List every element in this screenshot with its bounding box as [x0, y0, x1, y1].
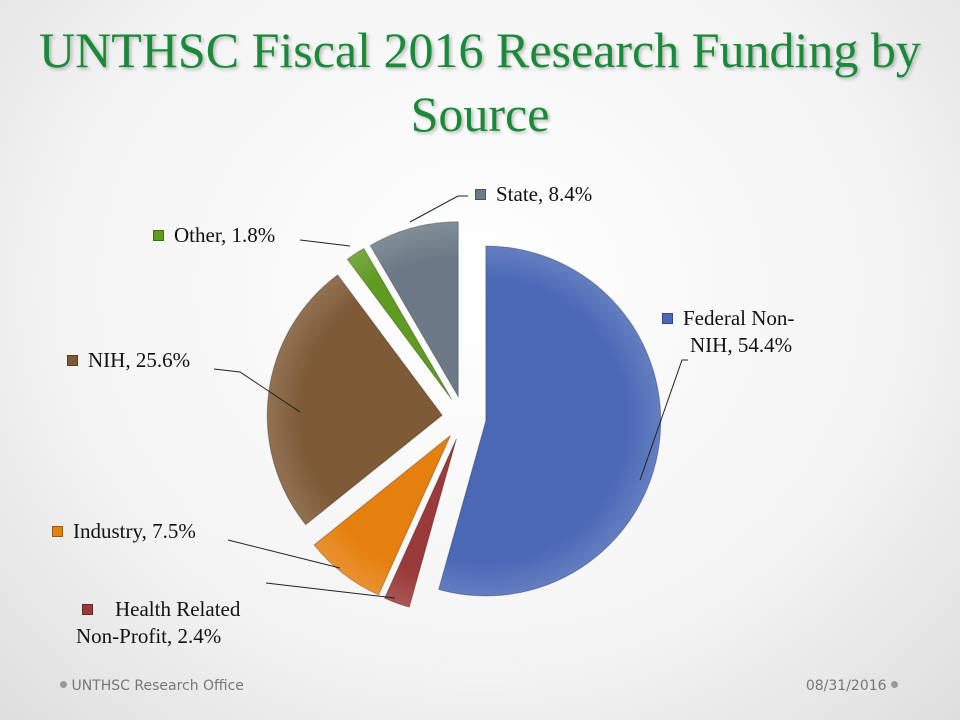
data-label-health: Health Related Non-Profit, 2.4%: [76, 597, 241, 648]
legend-swatch: [52, 526, 63, 537]
slide-title: UNTHSC Fiscal 2016 Research Funding by S…: [39, 22, 921, 142]
legend-swatch: [153, 230, 164, 241]
legend-swatch: [662, 313, 673, 324]
pie-slice-state: [369, 221, 459, 399]
data-label-nih: NIH, 25.6%: [67, 347, 190, 374]
data-label-federal: Federal Non- NIH, 54.4%: [662, 305, 794, 359]
data-label-other: Other, 1.8%: [153, 222, 275, 249]
bullet-icon: [891, 681, 898, 688]
legend-swatch: [475, 189, 486, 200]
leader-other: [299, 239, 351, 247]
data-label-industry: Industry, 7.5%: [52, 518, 196, 545]
leader-industry: [227, 539, 341, 569]
leader-nih: [213, 368, 301, 413]
pie-slice-federal-non-nih: [437, 245, 662, 597]
leader-federal: [639, 359, 688, 481]
pie-slice-nih: [266, 274, 443, 526]
pie-slice-other: [346, 247, 453, 400]
leader-health: [265, 582, 396, 599]
legend-swatch: [67, 355, 78, 366]
bullet-icon: [60, 681, 67, 688]
legend-swatch: [82, 604, 93, 615]
data-label-state: State, 8.4%: [475, 181, 592, 208]
footer-date: 08/31/2016: [806, 678, 898, 694]
leader-state: [409, 195, 468, 223]
pie-slice-health-related-non-profit: [383, 438, 457, 608]
footer-left: UNTHSC Research Office: [60, 678, 244, 694]
pie-slice-industry: [313, 435, 451, 596]
